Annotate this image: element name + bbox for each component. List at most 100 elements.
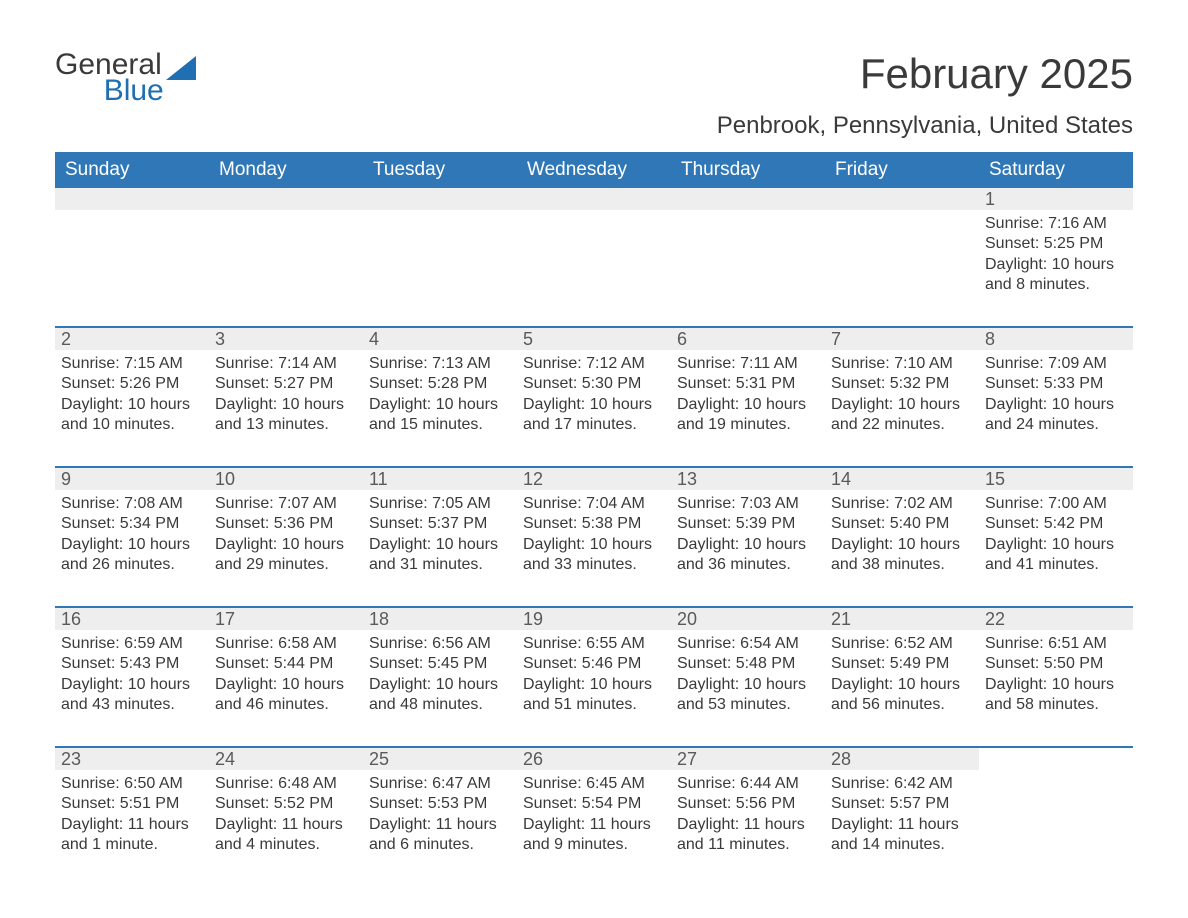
sunset-text: Sunset: 5:39 PM: [677, 514, 819, 534]
day-number-bar: [209, 188, 363, 210]
week-row: 1Sunrise: 7:16 AMSunset: 5:25 PMDaylight…: [55, 188, 1133, 308]
sunset-text: Sunset: 5:43 PM: [61, 654, 203, 674]
day-body: Sunrise: 7:15 AMSunset: 5:26 PMDaylight:…: [55, 350, 209, 436]
daylight-text: Daylight: 10 hours and 36 minutes.: [677, 535, 819, 576]
daylight-text: Daylight: 10 hours and 24 minutes.: [985, 395, 1127, 436]
daylight-text: Daylight: 10 hours and 17 minutes.: [523, 395, 665, 436]
daylight-text: Daylight: 10 hours and 15 minutes.: [369, 395, 511, 436]
day-number-bar: 10: [209, 468, 363, 490]
sunset-text: Sunset: 5:27 PM: [215, 374, 357, 394]
sunrise-text: Sunrise: 6:55 AM: [523, 634, 665, 654]
day-cell: 1Sunrise: 7:16 AMSunset: 5:25 PMDaylight…: [979, 188, 1133, 308]
day-body: Sunrise: 7:13 AMSunset: 5:28 PMDaylight:…: [363, 350, 517, 436]
sunrise-text: Sunrise: 7:13 AM: [369, 354, 511, 374]
day-cell: 19Sunrise: 6:55 AMSunset: 5:46 PMDayligh…: [517, 608, 671, 728]
day-cell: 25Sunrise: 6:47 AMSunset: 5:53 PMDayligh…: [363, 748, 517, 868]
sunrise-text: Sunrise: 6:45 AM: [523, 774, 665, 794]
sunset-text: Sunset: 5:52 PM: [215, 794, 357, 814]
sunrise-text: Sunrise: 7:12 AM: [523, 354, 665, 374]
day-cell: 23Sunrise: 6:50 AMSunset: 5:51 PMDayligh…: [55, 748, 209, 868]
daylight-text: Daylight: 11 hours and 11 minutes.: [677, 815, 819, 856]
sunrise-text: Sunrise: 7:05 AM: [369, 494, 511, 514]
daylight-text: Daylight: 11 hours and 14 minutes.: [831, 815, 973, 856]
day-cell: 20Sunrise: 6:54 AMSunset: 5:48 PMDayligh…: [671, 608, 825, 728]
day-cell: [671, 188, 825, 308]
sunrise-text: Sunrise: 7:04 AM: [523, 494, 665, 514]
day-body: Sunrise: 6:55 AMSunset: 5:46 PMDaylight:…: [517, 630, 671, 716]
day-cell: [825, 188, 979, 308]
day-number-bar: 24: [209, 748, 363, 770]
daylight-text: Daylight: 10 hours and 48 minutes.: [369, 675, 511, 716]
sunrise-text: Sunrise: 6:48 AM: [215, 774, 357, 794]
day-cell: 28Sunrise: 6:42 AMSunset: 5:57 PMDayligh…: [825, 748, 979, 868]
day-body: Sunrise: 6:59 AMSunset: 5:43 PMDaylight:…: [55, 630, 209, 716]
sunset-text: Sunset: 5:49 PM: [831, 654, 973, 674]
day-number-bar: 8: [979, 328, 1133, 350]
sunset-text: Sunset: 5:53 PM: [369, 794, 511, 814]
daylight-text: Daylight: 10 hours and 56 minutes.: [831, 675, 973, 716]
day-number-bar: 22: [979, 608, 1133, 630]
header: General Blue February 2025 Penbrook, Pen…: [55, 50, 1133, 140]
day-body: Sunrise: 6:48 AMSunset: 5:52 PMDaylight:…: [209, 770, 363, 856]
title-block: February 2025 Penbrook, Pennsylvania, Un…: [717, 50, 1133, 140]
daylight-text: Daylight: 10 hours and 53 minutes.: [677, 675, 819, 716]
day-body: Sunrise: 7:04 AMSunset: 5:38 PMDaylight:…: [517, 490, 671, 576]
weekday-header-cell: Wednesday: [517, 152, 671, 188]
page: General Blue February 2025 Penbrook, Pen…: [0, 0, 1188, 908]
day-number-bar: 14: [825, 468, 979, 490]
daylight-text: Daylight: 11 hours and 4 minutes.: [215, 815, 357, 856]
sunset-text: Sunset: 5:36 PM: [215, 514, 357, 534]
sunrise-text: Sunrise: 6:58 AM: [215, 634, 357, 654]
day-number-bar: 26: [517, 748, 671, 770]
day-cell: 3 Sunrise: 7:14 AMSunset: 5:27 PMDaylight…: [209, 328, 363, 448]
day-cell: 15Sunrise: 7:00 AMSunset: 5:42 PMDayligh…: [979, 468, 1133, 588]
sunrise-text: Sunrise: 7:07 AM: [215, 494, 357, 514]
daylight-text: Daylight: 10 hours and 29 minutes.: [215, 535, 357, 576]
sunset-text: Sunset: 5:33 PM: [985, 374, 1127, 394]
day-number-bar: 23: [55, 748, 209, 770]
day-number-bar: 12: [517, 468, 671, 490]
sunrise-text: Sunrise: 6:52 AM: [831, 634, 973, 654]
day-body: Sunrise: 6:42 AMSunset: 5:57 PMDaylight:…: [825, 770, 979, 856]
daylight-text: Daylight: 11 hours and 6 minutes.: [369, 815, 511, 856]
day-body: Sunrise: 6:58 AMSunset: 5:44 PMDaylight:…: [209, 630, 363, 716]
sunrise-text: Sunrise: 7:03 AM: [677, 494, 819, 514]
sunset-text: Sunset: 5:45 PM: [369, 654, 511, 674]
sunrise-text: Sunrise: 7:15 AM: [61, 354, 203, 374]
sunrise-text: Sunrise: 7:14 AM: [215, 354, 357, 374]
day-number-bar: 21: [825, 608, 979, 630]
day-cell: 14Sunrise: 7:02 AMSunset: 5:40 PMDayligh…: [825, 468, 979, 588]
daylight-text: Daylight: 10 hours and 13 minutes.: [215, 395, 357, 436]
day-number-bar: [363, 188, 517, 210]
sunset-text: Sunset: 5:40 PM: [831, 514, 973, 534]
daylight-text: Daylight: 10 hours and 58 minutes.: [985, 675, 1127, 716]
day-number-bar: 27: [671, 748, 825, 770]
day-number-bar: 7: [825, 328, 979, 350]
logo: General Blue: [55, 50, 200, 106]
daylight-text: Daylight: 11 hours and 9 minutes.: [523, 815, 665, 856]
day-cell: 10Sunrise: 7:07 AMSunset: 5:36 PMDayligh…: [209, 468, 363, 588]
day-body: Sunrise: 7:11 AMSunset: 5:31 PMDaylight:…: [671, 350, 825, 436]
day-number-bar: 4: [363, 328, 517, 350]
day-number-bar: [517, 188, 671, 210]
sunset-text: Sunset: 5:32 PM: [831, 374, 973, 394]
day-cell: [55, 188, 209, 308]
sunrise-text: Sunrise: 6:51 AM: [985, 634, 1127, 654]
day-body: Sunrise: 6:54 AMSunset: 5:48 PMDaylight:…: [671, 630, 825, 716]
day-cell: 17Sunrise: 6:58 AMSunset: 5:44 PMDayligh…: [209, 608, 363, 728]
sunrise-text: Sunrise: 7:10 AM: [831, 354, 973, 374]
day-number-bar: 11: [363, 468, 517, 490]
daylight-text: Daylight: 10 hours and 19 minutes.: [677, 395, 819, 436]
day-body: Sunrise: 7:02 AMSunset: 5:40 PMDaylight:…: [825, 490, 979, 576]
day-body: Sunrise: 7:09 AMSunset: 5:33 PMDaylight:…: [979, 350, 1133, 436]
day-number-bar: 20: [671, 608, 825, 630]
sunset-text: Sunset: 5:48 PM: [677, 654, 819, 674]
day-number-bar: 3: [209, 328, 363, 350]
day-body: Sunrise: 6:44 AMSunset: 5:56 PMDaylight:…: [671, 770, 825, 856]
weekday-header-row: SundayMondayTuesdayWednesdayThursdayFrid…: [55, 152, 1133, 188]
week-row: 23Sunrise: 6:50 AMSunset: 5:51 PMDayligh…: [55, 746, 1133, 868]
weekday-header-cell: Monday: [209, 152, 363, 188]
day-body: Sunrise: 7:07 AMSunset: 5:36 PMDaylight:…: [209, 490, 363, 576]
sunset-text: Sunset: 5:26 PM: [61, 374, 203, 394]
calendar: SundayMondayTuesdayWednesdayThursdayFrid…: [55, 152, 1133, 868]
